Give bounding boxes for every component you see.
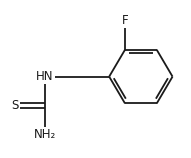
Text: HN: HN bbox=[36, 70, 54, 83]
Text: F: F bbox=[122, 14, 128, 27]
Text: S: S bbox=[11, 99, 19, 112]
Text: NH₂: NH₂ bbox=[34, 128, 56, 141]
